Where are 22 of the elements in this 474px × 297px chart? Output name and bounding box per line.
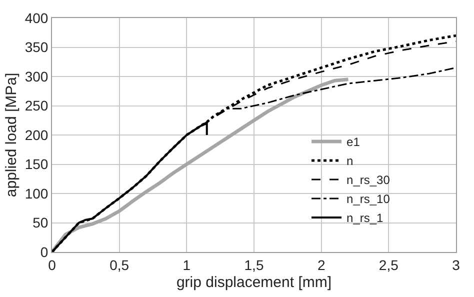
y-tick-label: 0 — [40, 244, 48, 260]
x-tick-label: 1,5 — [244, 256, 264, 273]
y-tick-label: 100 — [24, 185, 48, 202]
x-tick-label: 2,5 — [378, 256, 399, 273]
legend-label: n_rs_1 — [346, 211, 384, 226]
legend-label: n_rs_30 — [346, 173, 390, 188]
y-axis-title: applied load [MPa] — [3, 72, 20, 198]
legend-label: e1 — [346, 135, 360, 150]
y-tick-label: 50 — [32, 214, 48, 231]
y-tick-label: 250 — [24, 98, 48, 114]
x-tick-label: 3 — [452, 256, 460, 273]
legend-label: n — [346, 154, 354, 168]
y-tick-label: 200 — [24, 126, 48, 143]
x-tick-label: 0,5 — [110, 256, 130, 273]
x-axis-title: grip displacement [mm] — [176, 274, 332, 291]
legend-label: n_rs_10 — [346, 192, 390, 206]
y-tick-label: 350 — [24, 39, 48, 56]
x-tick-label: 1 — [182, 256, 191, 273]
y-tick-label: 300 — [24, 68, 48, 84]
y-tick-label: 150 — [24, 156, 48, 172]
y-tick-label: 400 — [24, 10, 48, 26]
x-tick-label: 2 — [317, 256, 326, 273]
